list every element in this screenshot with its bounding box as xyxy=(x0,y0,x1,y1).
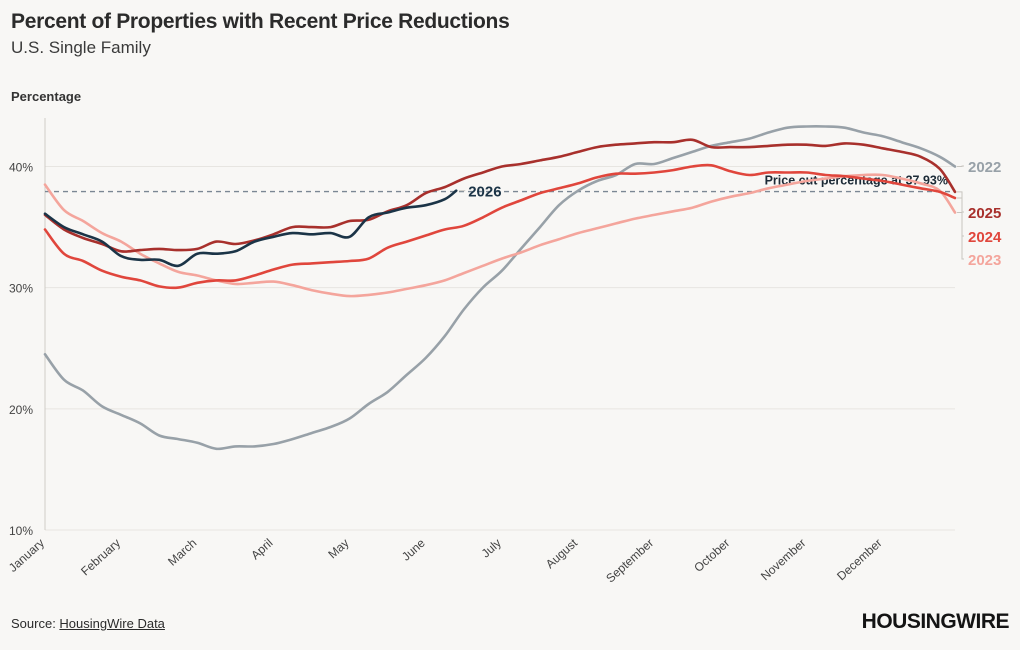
x-tick-label: June xyxy=(399,536,428,564)
label-leader xyxy=(957,191,964,213)
chart-subtitle: U.S. Single Family xyxy=(11,38,151,57)
series-label-2024: 2024 xyxy=(968,229,1002,246)
label-leader xyxy=(957,197,964,237)
series-label-2023: 2023 xyxy=(968,252,1001,269)
x-tick-label: August xyxy=(543,535,581,571)
y-tick-label: 20% xyxy=(9,403,33,417)
y-axis-label: Percentage xyxy=(11,89,82,104)
x-tick-label: July xyxy=(479,536,504,561)
y-tick-label: 40% xyxy=(9,160,33,174)
x-tick-label: November xyxy=(758,536,809,583)
source-link[interactable]: HousingWire Data xyxy=(59,616,165,631)
series-line-2026 xyxy=(43,189,458,268)
series-label-2025: 2025 xyxy=(968,205,1001,222)
x-tick-label: March xyxy=(165,536,199,569)
x-tick-label: May xyxy=(325,536,351,562)
source-prefix: Source: xyxy=(11,616,60,631)
y-tick-label: 10% xyxy=(9,524,33,538)
series-label-2022: 2022 xyxy=(968,159,1001,176)
x-tick-label: September xyxy=(603,536,656,586)
x-tick-label: April xyxy=(248,536,275,562)
source-note: Source: HousingWire Data xyxy=(11,616,165,631)
x-tick-label: December xyxy=(834,536,885,583)
x-tick-label: February xyxy=(78,536,123,579)
series-label-2026: 2026 xyxy=(468,184,501,201)
y-tick-label: 30% xyxy=(9,282,33,296)
series-line-2023 xyxy=(43,173,957,298)
series-line-2022 xyxy=(43,125,957,451)
x-tick-label: January xyxy=(6,536,47,575)
x-tick-label: October xyxy=(691,536,732,575)
series-line-2025 xyxy=(43,138,957,253)
brand-logo: HOUSINGWIRE xyxy=(861,610,1010,633)
series-line-2024 xyxy=(43,163,957,290)
chart-title: Percent of Properties with Recent Price … xyxy=(11,10,510,33)
